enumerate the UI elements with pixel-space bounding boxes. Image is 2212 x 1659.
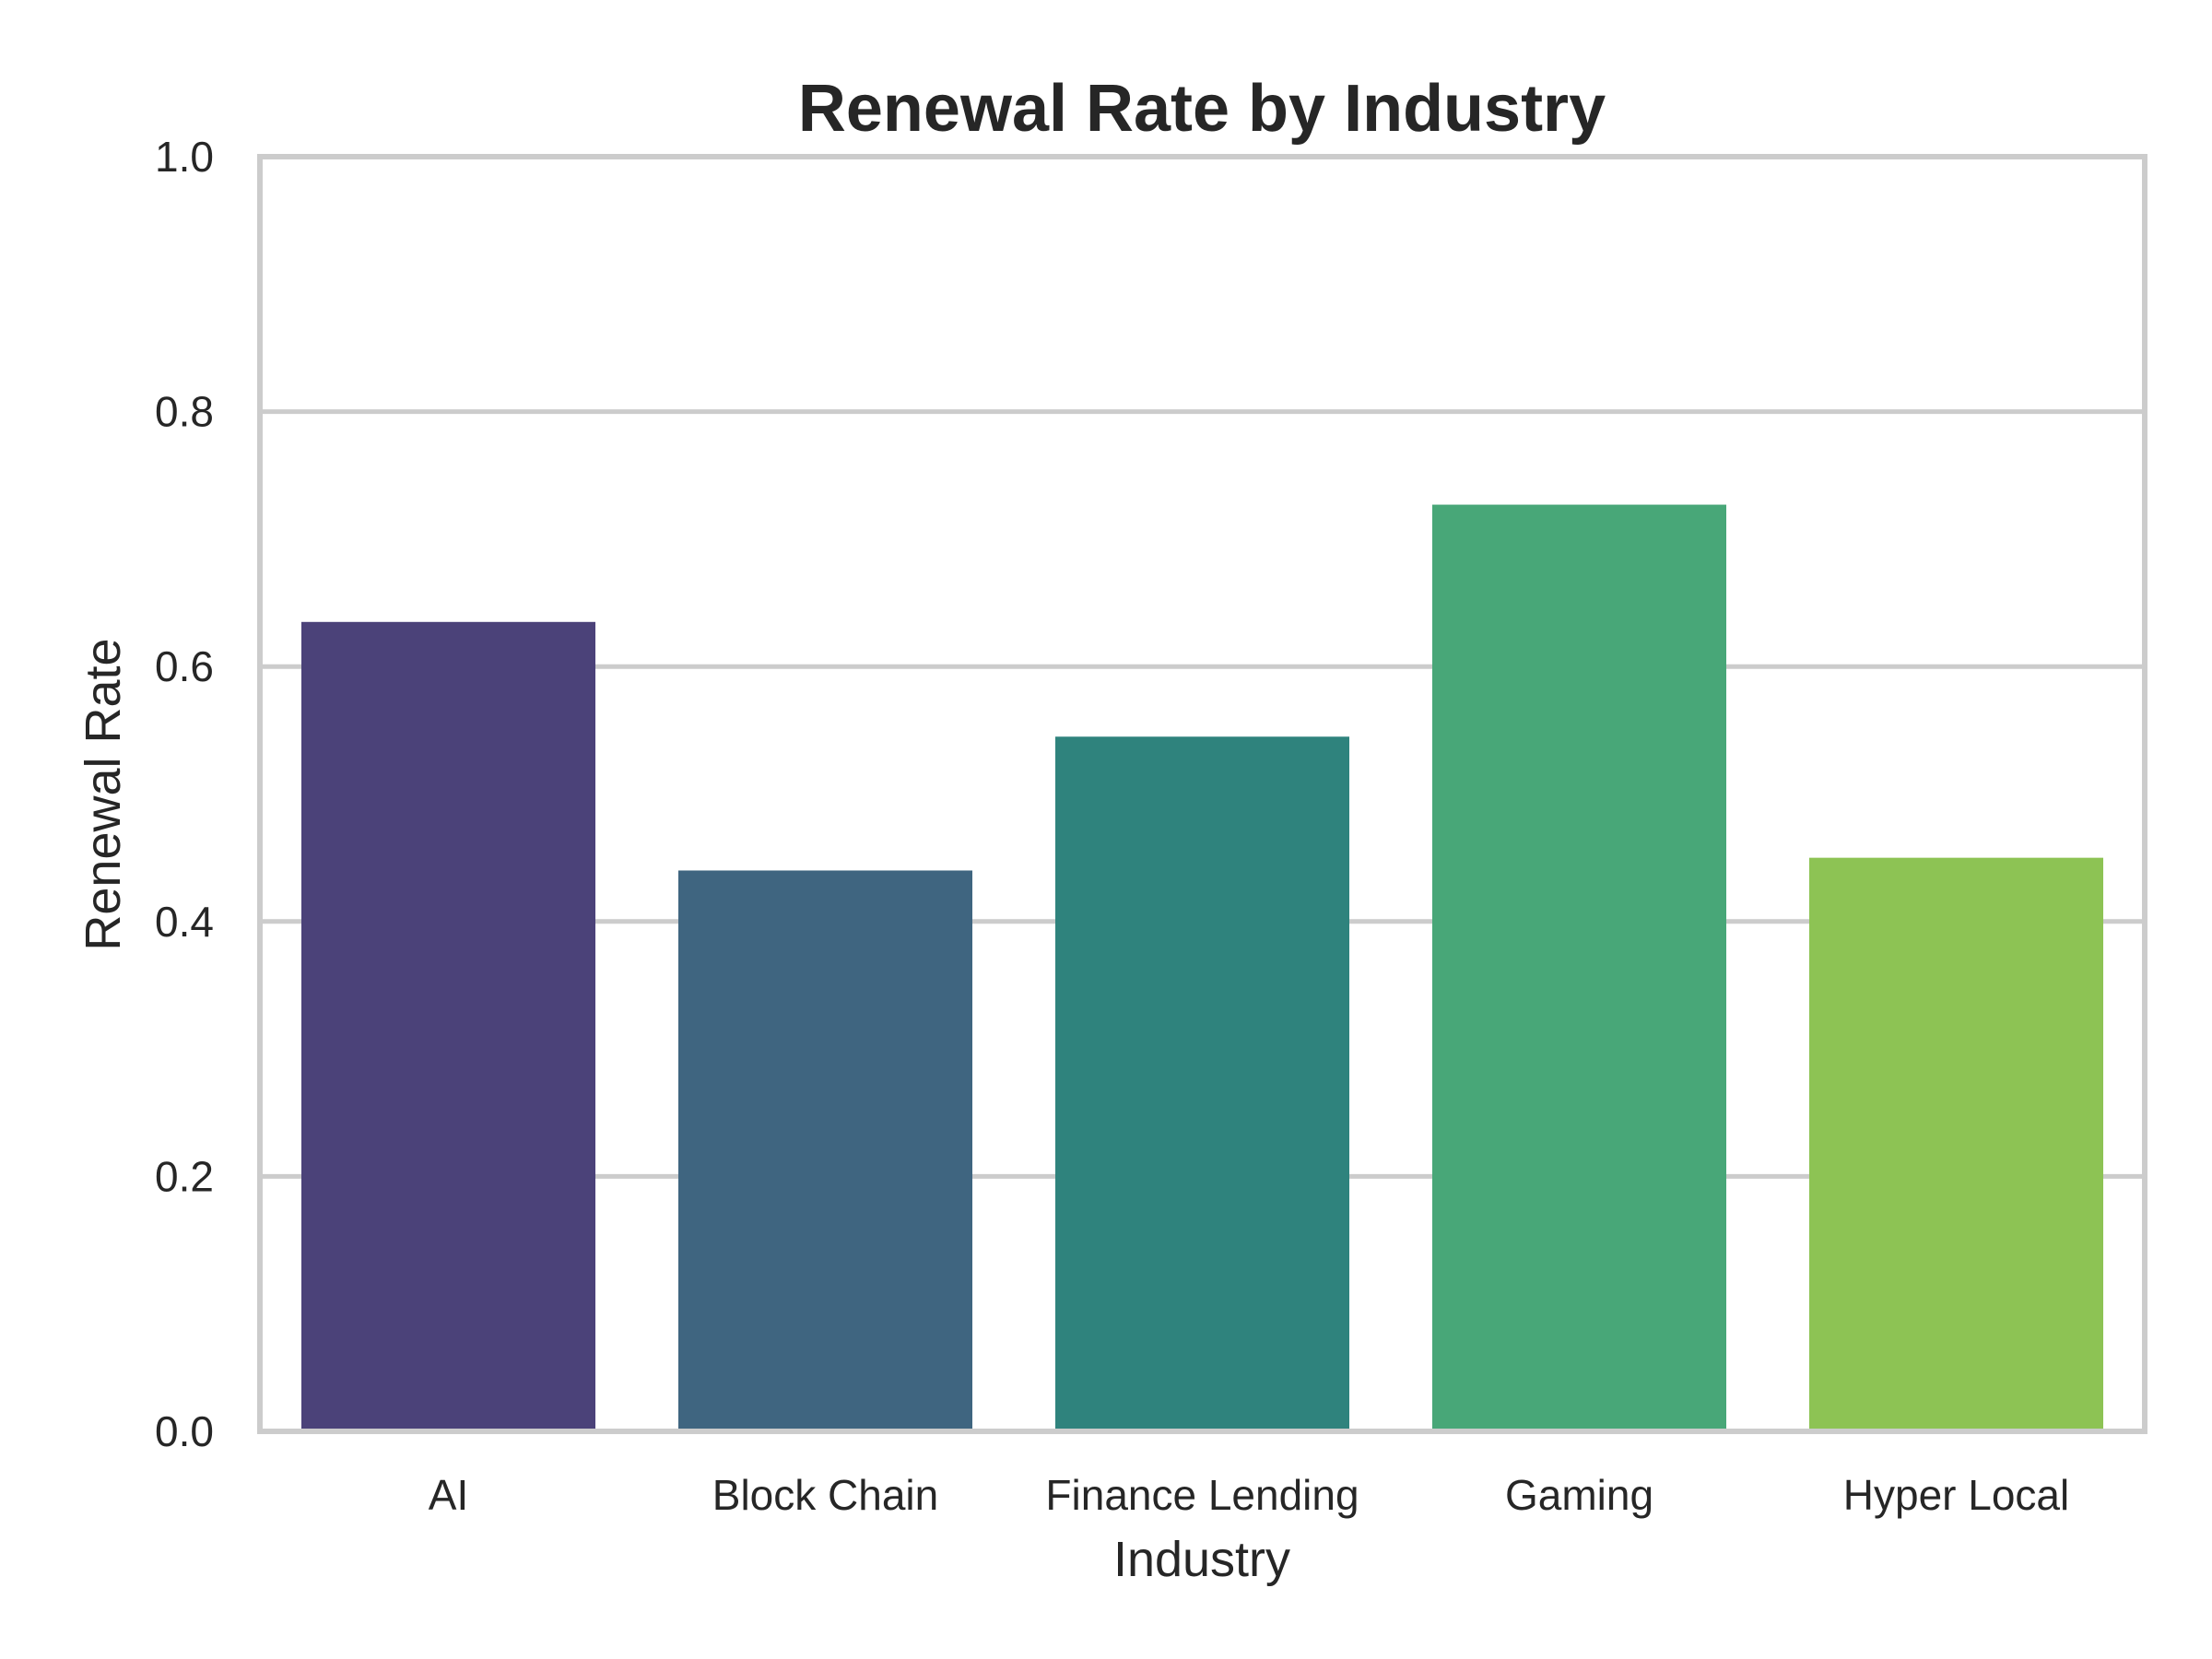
x-tick-label: Finance Lending [1045,1471,1359,1519]
x-axis-label: Industry [1113,1532,1290,1587]
bar-finance-lending [1054,736,1350,1431]
bar-gaming [1431,504,1727,1431]
x-tick-label: Block Chain [712,1471,938,1519]
x-tick-labels: AI Block Chain Finance Lending Gaming Hyper … [429,1471,2069,1519]
bar-block-chain [677,870,973,1431]
y-tick-label: 0.2 [155,1152,214,1200]
x-tick-label: Hyper Local [1843,1471,2069,1519]
y-axis-label: Renewal Rate [76,638,131,950]
x-tick-label: AI [429,1471,468,1519]
x-tick-label: Gaming [1505,1471,1653,1519]
y-tick-label: 0.0 [155,1407,214,1455]
bars [300,504,2104,1431]
chart-title: Renewal Rate by Industry [798,72,1606,146]
plot-frame [257,154,2147,1434]
bar-hyper-local [1808,857,2104,1431]
y-tick-label: 1.0 [155,133,214,181]
y-tick-label: 0.8 [155,388,214,436]
y-tick-label: 0.6 [155,642,214,690]
y-tick-label: 0.4 [155,898,214,946]
bar-ai [300,621,596,1431]
y-tick-labels: 0.0 0.2 0.4 0.6 0.8 1.0 [155,133,214,1455]
